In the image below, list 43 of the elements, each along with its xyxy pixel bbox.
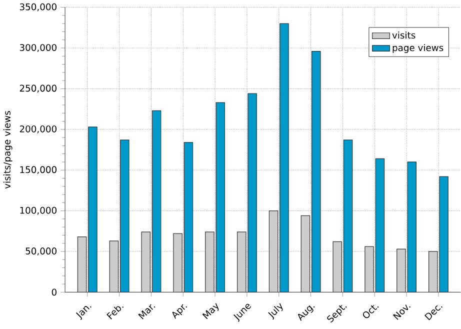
y-tick-label: 0 (52, 288, 56, 296)
x-tick-label: Nov. (392, 304, 411, 320)
y-tick-label: 50,000 (26, 247, 56, 256)
bar (205, 231, 214, 292)
bar (332, 241, 342, 292)
bar (236, 231, 246, 292)
x-tick-label: Jan. (76, 306, 92, 320)
bar (120, 140, 130, 292)
bar (364, 246, 374, 292)
bar (248, 93, 257, 292)
bar (77, 236, 87, 292)
legend-label: page views (392, 44, 444, 53)
y-tick-label: 350,000 (20, 3, 56, 12)
bar (173, 233, 182, 292)
bar (312, 50, 321, 292)
bar (280, 23, 289, 292)
bar (88, 126, 98, 292)
bar (300, 215, 310, 292)
bar (375, 158, 385, 292)
bar (439, 176, 448, 292)
x-tick-label: Aug. (298, 305, 315, 321)
bar (141, 231, 151, 292)
y-tick-label: 150,000 (20, 166, 56, 174)
y-tick-label: 100,000 (20, 206, 56, 215)
x-tick-label: Mar. (138, 304, 156, 320)
y-tick-label: 250,000 (20, 84, 56, 92)
x-tick-label: Oct. (362, 304, 379, 318)
bar (428, 251, 438, 292)
bar (184, 142, 194, 292)
y-tick-label: 200,000 (20, 125, 56, 134)
x-tick-label: Dec. (424, 305, 442, 320)
y-axis-title: visits/page views (3, 110, 12, 188)
bar (109, 240, 119, 292)
bar (216, 102, 226, 292)
legend-label: visits (392, 31, 416, 38)
x-tick-label: Feb. (106, 306, 124, 320)
bar (152, 110, 162, 292)
y-tick-label: 300,000 (20, 44, 56, 52)
bar (343, 140, 353, 292)
bar (407, 161, 417, 292)
bar (396, 248, 406, 292)
x-tick-label: Apr. (172, 304, 188, 319)
bar (268, 210, 278, 292)
